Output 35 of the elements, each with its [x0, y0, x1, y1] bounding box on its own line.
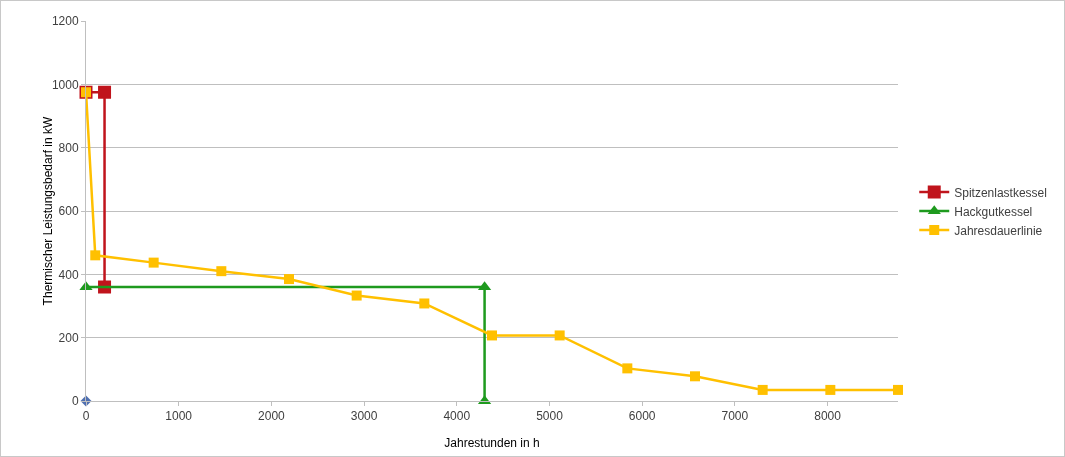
x-tick-label: 3000 — [350, 409, 378, 424]
point — [757, 384, 768, 395]
point — [690, 371, 700, 382]
x-tick-label: 7000 — [721, 409, 749, 424]
point — [98, 85, 112, 99]
x-tick-label: 1000 — [165, 409, 193, 424]
x-tick-label: 4000 — [443, 409, 471, 424]
y-tick-label: 200 — [58, 330, 79, 345]
point — [622, 363, 633, 374]
y-tick-label: 0 — [71, 394, 79, 409]
point — [554, 330, 565, 341]
x-tick-label: 0 — [82, 409, 90, 424]
y-tick-label: 800 — [58, 140, 79, 155]
point — [284, 274, 294, 285]
point — [90, 250, 101, 261]
x-tick-label: 5000 — [536, 409, 564, 424]
x-tick-label: 2000 — [258, 409, 286, 424]
point — [216, 266, 227, 277]
x-tick-label: 8000 — [814, 409, 842, 424]
point — [148, 257, 159, 268]
y-axis-title: Thermischer Leistungsbedarf in kW — [41, 115, 55, 306]
point — [825, 384, 836, 395]
point — [487, 330, 497, 341]
point — [351, 290, 362, 301]
legend-label: Jahresdauerlinie — [954, 223, 1043, 238]
y-tick-label: 400 — [58, 267, 79, 282]
x-axis-title: Jahrestunden in h — [444, 436, 540, 450]
point — [419, 298, 430, 309]
legend-label: Hackgutkessel — [954, 204, 1033, 219]
y-tick-label: 1200 — [51, 14, 79, 29]
y-tick-label: 600 — [58, 204, 79, 219]
x-tick-label: 6000 — [628, 409, 656, 424]
legend-label: Spitzenlastkessel — [954, 185, 1047, 200]
y-tick-label: 1000 — [51, 77, 79, 92]
point — [893, 384, 903, 395]
